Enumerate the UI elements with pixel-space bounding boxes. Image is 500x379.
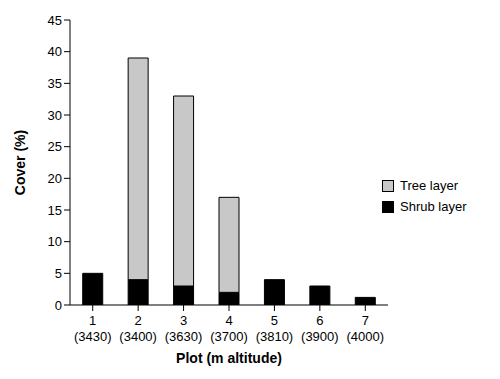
html-text:Tree layer: Tree layer xyxy=(400,178,458,193)
svg-text:20: 20 xyxy=(48,171,62,186)
svg-text:45: 45 xyxy=(48,13,62,28)
svg-text:Plot (m altitude): Plot (m altitude) xyxy=(176,350,282,366)
svg-text:2(3400): 2(3400) xyxy=(119,313,157,344)
svg-text:5: 5 xyxy=(55,266,62,281)
svg-text:3(3630): 3(3630) xyxy=(165,313,203,344)
svg-text:15: 15 xyxy=(48,203,62,218)
svg-text:6(3900): 6(3900) xyxy=(301,313,339,344)
svg-text:7(4000): 7(4000) xyxy=(346,313,384,344)
svg-text:40: 40 xyxy=(48,44,62,59)
svg-text:Cover (%): Cover (%) xyxy=(12,130,28,195)
html-text:Shrub layer: Shrub layer xyxy=(400,199,467,214)
svg-text:10: 10 xyxy=(48,234,62,249)
svg-text:30: 30 xyxy=(48,108,62,123)
svg-text:0: 0 xyxy=(55,298,62,313)
svg-text:1(3430): 1(3430) xyxy=(74,313,112,344)
svg-text:4(3700): 4(3700) xyxy=(210,313,248,344)
svg-text:5(3810): 5(3810) xyxy=(256,313,294,344)
svg-text:35: 35 xyxy=(48,76,62,91)
svg-text:25: 25 xyxy=(48,139,62,154)
